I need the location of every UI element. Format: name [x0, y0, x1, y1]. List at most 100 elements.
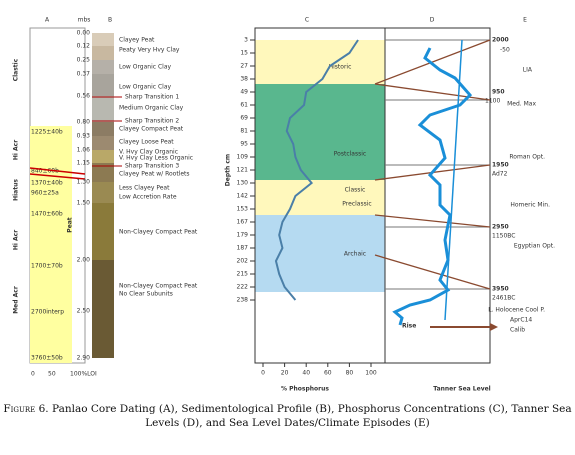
date: 1100	[485, 98, 500, 105]
layer	[92, 33, 114, 46]
depth-tick: 1.50	[77, 200, 91, 207]
episode: Homeric Min.	[510, 202, 550, 209]
episode: Roman Opt.	[509, 154, 545, 161]
period: Preclassic	[342, 201, 371, 208]
hiatus	[29, 167, 86, 175]
depth-tick: 2.50	[77, 308, 91, 315]
layer	[92, 122, 114, 136]
caption: Figure 6. Panlao Core Dating (A), Sedime…	[0, 402, 575, 430]
layer-label: Sharp Transition 1	[125, 94, 179, 101]
period-band	[255, 180, 385, 215]
y-tick-label: 3	[244, 37, 248, 44]
link	[374, 214, 491, 228]
depth-tick: 0.93	[77, 133, 91, 140]
loi-fill	[30, 126, 72, 363]
link	[374, 39, 491, 85]
depth-tick: 0.12	[77, 43, 91, 50]
y-tick-label: 142	[237, 193, 249, 200]
date: 960±25a	[31, 190, 59, 197]
date: 2461BC	[492, 295, 515, 302]
frame-d	[384, 27, 491, 364]
layer-label: Sharp Transition 3	[125, 163, 179, 170]
y-tick-label: 222	[237, 284, 249, 291]
y-tick-label: 179	[237, 232, 249, 239]
episode: L. Holocene Cool P.	[488, 307, 545, 314]
label: D	[430, 17, 435, 24]
link	[374, 254, 491, 290]
y-tick-label: 215	[237, 271, 249, 278]
depth-tick: 1.30	[77, 179, 91, 186]
zone: Peat	[67, 217, 74, 233]
y-tick-label: 15	[240, 50, 248, 57]
depth-tick: 1.06	[77, 147, 91, 154]
date: Calib	[510, 327, 525, 334]
label: A	[45, 17, 50, 24]
date: 840±60b	[31, 168, 59, 175]
y-tick-label: 49	[240, 89, 248, 96]
layer	[92, 163, 114, 182]
x-tick-label: 50	[48, 371, 56, 378]
date: AprC14	[510, 317, 532, 324]
x-tick-label: 0	[31, 371, 35, 378]
date: 2700interp	[31, 309, 64, 316]
layer	[92, 60, 114, 74]
y-tick-label: 187	[237, 245, 249, 252]
depth-tick: 2.00	[77, 257, 91, 264]
layer	[92, 311, 114, 358]
layer	[92, 260, 114, 311]
layer	[92, 74, 114, 96]
label: Tanner Sea Level	[433, 386, 491, 393]
x-tick-label: 40	[302, 370, 310, 377]
date: 1150BC	[492, 233, 515, 240]
y-tick-label: 130	[237, 180, 249, 187]
layer	[92, 136, 114, 150]
depth-tick: 0.80	[77, 119, 91, 126]
layer-label: No Clear Subunits	[119, 291, 173, 298]
layer-label: Non-Clayey Compact Peat	[119, 283, 198, 290]
date: 2950	[492, 224, 509, 231]
layer-label: Clayey Compact Peat	[119, 126, 184, 133]
depth-tick: 1.15	[77, 160, 91, 167]
layer-label: Clayey Peat w/ Rootlets	[119, 171, 190, 178]
label: B	[108, 17, 112, 24]
y-tick-label: 81	[240, 128, 248, 135]
date: 1470±60b	[31, 211, 63, 218]
period: Historic	[329, 64, 352, 71]
y-tick-label: 109	[237, 154, 249, 161]
y-tick-label: 69	[240, 115, 248, 122]
layer-label: Medium Organic Clay	[119, 105, 184, 112]
layer	[92, 150, 114, 163]
x-tick-label: 100	[365, 370, 377, 377]
depth-tick: 0.25	[77, 57, 91, 64]
period: Archaic	[344, 251, 366, 258]
layer-label: Clayey Peat	[119, 37, 155, 44]
y-tick-label: 61	[240, 102, 248, 109]
sea-level	[392, 47, 473, 326]
period: Postclassic	[334, 151, 366, 158]
y-tick-label: 202	[237, 258, 249, 265]
label: % Phosphorus	[281, 386, 329, 393]
depth-tick: 0.37	[77, 71, 91, 78]
date: Ad72	[492, 171, 508, 178]
date: 1225±40b	[31, 129, 63, 136]
phosphorus-line	[274, 39, 359, 301]
date: 3760±50b	[31, 355, 63, 362]
layer-label: V. Hvy Clay Less Organic	[119, 155, 193, 162]
layer-label: Low Organic Clay	[119, 64, 172, 71]
y-tick-label: 38	[240, 76, 248, 83]
label: Depth cm	[225, 154, 232, 186]
zone: Med Acr	[13, 286, 20, 314]
zone: Hi Acr	[13, 230, 20, 250]
x-tick-label: 80	[346, 370, 354, 377]
figure-number: Figure 6.	[3, 403, 49, 415]
label: C	[305, 17, 309, 24]
episode: Egyptian Opt.	[514, 243, 555, 250]
layer	[92, 96, 114, 122]
period-band	[255, 215, 385, 292]
y-tick-label: 27	[240, 63, 248, 70]
y-tick-label: 95	[240, 141, 248, 148]
y-tick-label: 153	[237, 206, 249, 213]
period: Classic	[345, 187, 366, 194]
